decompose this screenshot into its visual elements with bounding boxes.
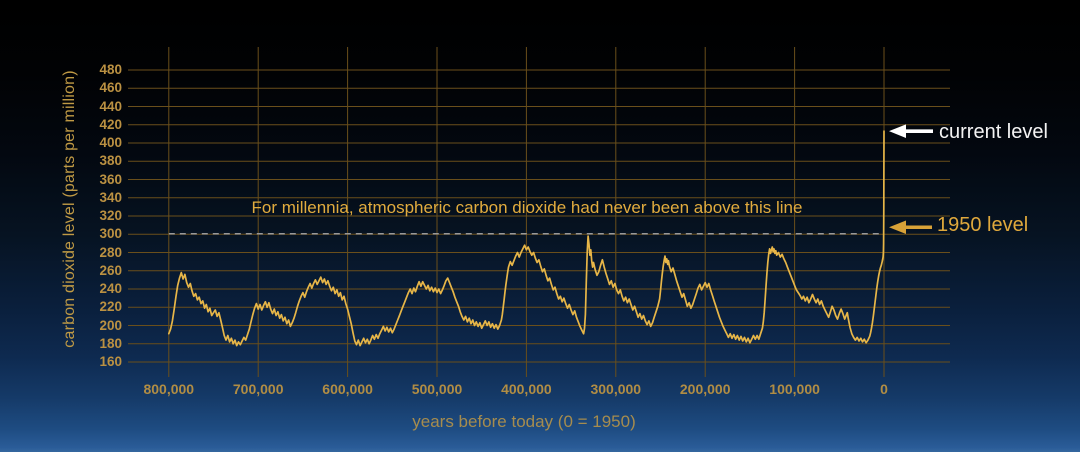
current-level-label: current level xyxy=(939,121,1048,143)
level-1950-label: 1950 level xyxy=(937,214,1029,236)
y-tick-label: 400 xyxy=(99,135,122,150)
y-tick-label: 420 xyxy=(99,116,122,132)
y-tick-label: 220 xyxy=(99,299,122,315)
x-tick-label: 200,000 xyxy=(679,381,731,397)
current-level-arrowhead xyxy=(889,124,906,138)
y-tick-label: 440 xyxy=(99,98,122,114)
y-tick-label: 380 xyxy=(99,153,122,169)
x-tick-label: 400,000 xyxy=(501,381,552,397)
x-tick-label: 100,000 xyxy=(769,381,820,397)
x-tick-label: 600,000 xyxy=(322,381,373,397)
y-tick-label: 280 xyxy=(99,244,122,260)
y-tick-label: 360 xyxy=(99,171,122,187)
y-tick-label: 200 xyxy=(99,317,122,333)
x-tick-label: 800,000 xyxy=(143,381,195,397)
y-tick-label: 160 xyxy=(99,354,122,369)
y-tick-label: 480 xyxy=(99,62,122,77)
threshold-annotation: For millennia, atmospheric carbon dioxid… xyxy=(251,198,803,217)
level-1950-arrowhead xyxy=(889,220,906,235)
co2-curve xyxy=(167,130,885,347)
x-tick-label: 0 xyxy=(880,381,888,397)
y-tick-label: 260 xyxy=(99,262,122,278)
x-tick-label: 500,000 xyxy=(411,381,463,397)
y-tick-label: 340 xyxy=(99,189,122,205)
y-tick-label: 180 xyxy=(99,335,122,351)
y-tick-label: 320 xyxy=(99,208,122,223)
y-tick-label: 460 xyxy=(99,80,122,96)
x-axis-title: years before today (0 = 1950) xyxy=(412,412,636,431)
x-tick-label: 300,000 xyxy=(590,381,642,397)
y-tick-label: 300 xyxy=(99,226,122,242)
x-tick-label: 700,000 xyxy=(232,381,284,397)
y-tick-label: 240 xyxy=(99,281,122,296)
